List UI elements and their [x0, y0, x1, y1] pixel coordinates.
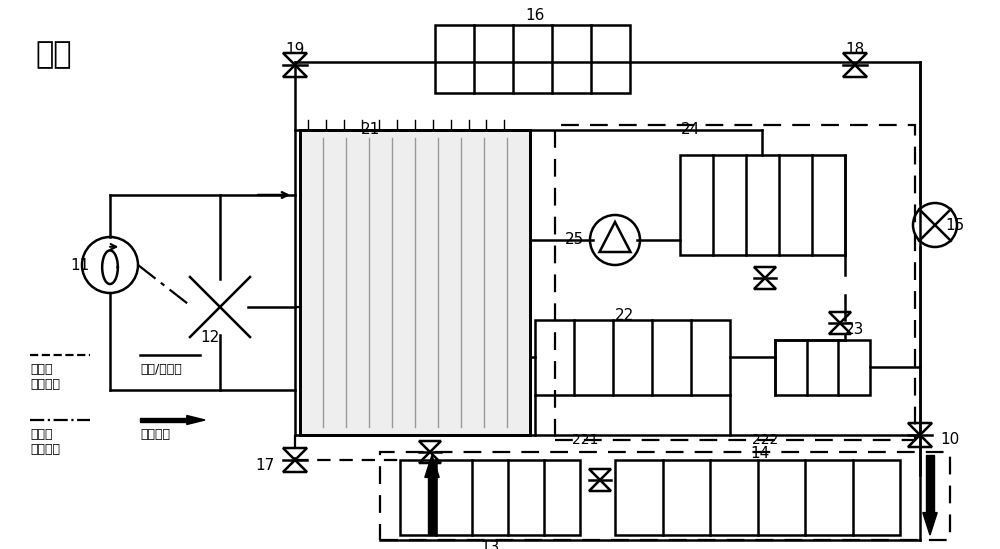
Bar: [555, 125, 915, 440]
Text: 13: 13: [480, 541, 500, 549]
Polygon shape: [428, 478, 436, 535]
Text: 25: 25: [565, 232, 585, 248]
Text: 222: 222: [752, 433, 778, 447]
Text: 19: 19: [285, 42, 305, 58]
Text: 22: 22: [615, 307, 635, 322]
Text: 11: 11: [70, 257, 90, 272]
Text: 电池组
供电线路: 电池组 供电线路: [30, 428, 60, 456]
Bar: [400, 460, 580, 535]
Text: 15: 15: [945, 217, 965, 232]
Text: 17: 17: [255, 457, 275, 473]
Bar: [380, 452, 950, 540]
Text: 18: 18: [845, 42, 865, 58]
Polygon shape: [923, 513, 937, 535]
Text: 21: 21: [360, 122, 380, 137]
Text: 221: 221: [572, 433, 598, 447]
Text: 电池冷
却液管路: 电池冷 却液管路: [30, 363, 60, 391]
Polygon shape: [102, 250, 118, 284]
Text: 14: 14: [750, 445, 770, 461]
Text: 车内送风: 车内送风: [140, 428, 170, 441]
Text: 总图: 总图: [35, 40, 72, 69]
Bar: [615, 460, 900, 535]
Bar: [775, 340, 870, 395]
Polygon shape: [425, 455, 439, 478]
Text: 制热/冷管路: 制热/冷管路: [140, 363, 182, 376]
Bar: [435, 25, 630, 93]
Text: 12: 12: [200, 329, 220, 345]
Bar: [300, 130, 530, 435]
Text: 10: 10: [940, 433, 960, 447]
Text: 24: 24: [680, 122, 700, 137]
Polygon shape: [140, 418, 187, 423]
Text: 16: 16: [525, 8, 545, 23]
Text: 23: 23: [845, 322, 865, 338]
Polygon shape: [926, 455, 934, 513]
Polygon shape: [187, 416, 205, 424]
Bar: [680, 155, 845, 255]
Bar: [535, 320, 730, 395]
